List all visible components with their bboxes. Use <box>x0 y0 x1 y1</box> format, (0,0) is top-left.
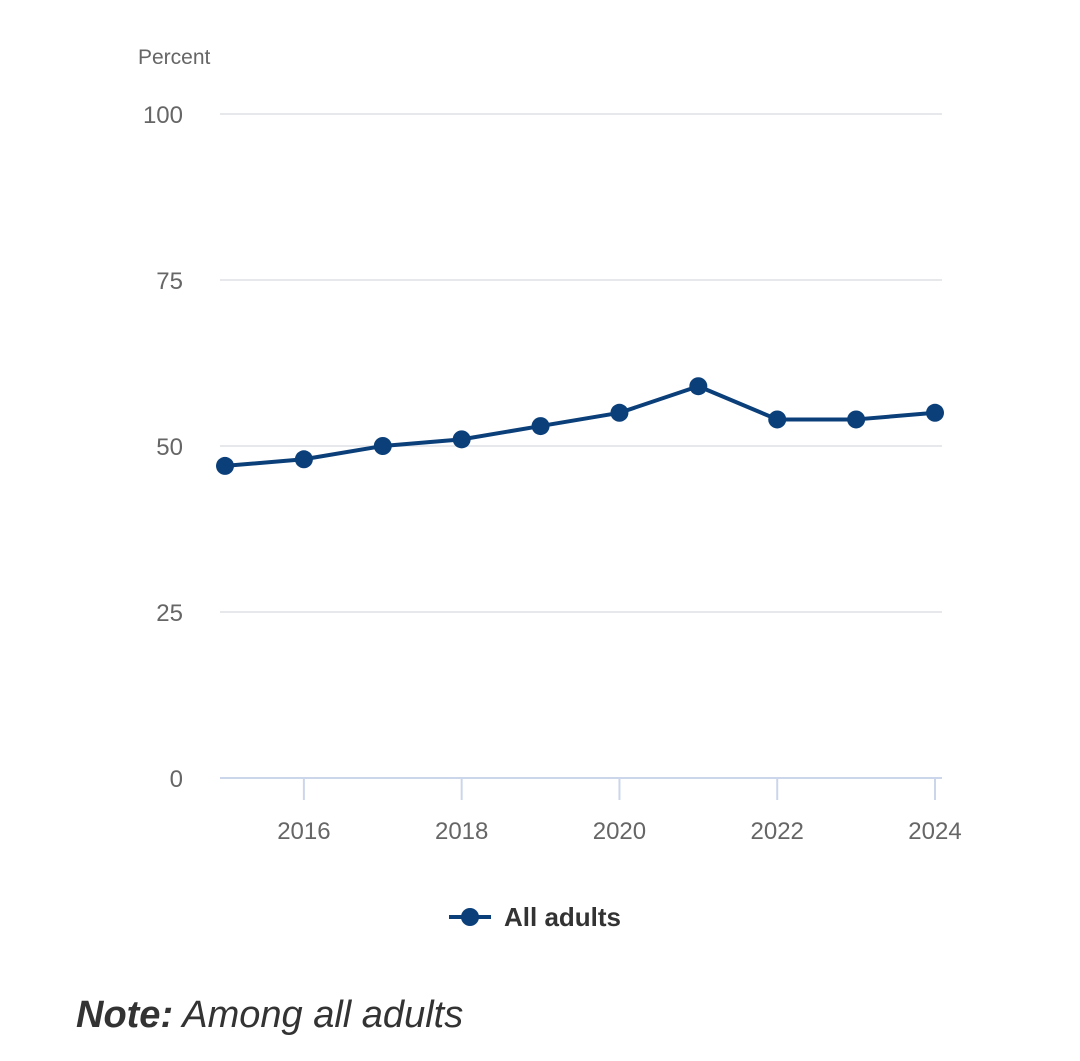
note-label: Note: <box>76 994 174 1036</box>
data-point-2022[interactable] <box>768 410 787 429</box>
x-tick-label-2018: 2018 <box>435 818 488 845</box>
legend-dot-marker <box>461 908 479 926</box>
data-point-2024[interactable] <box>926 403 944 422</box>
legend-label-all-adults: All adults <box>504 902 621 932</box>
data-point-2023[interactable] <box>847 410 866 429</box>
x-tick-label-2020: 2020 <box>593 818 646 845</box>
data-point-2020[interactable] <box>610 403 629 422</box>
data-point-2021[interactable] <box>689 377 708 396</box>
data-point-2016[interactable] <box>294 450 313 469</box>
y-tick-labels: 0 25 50 75 100 <box>143 102 183 793</box>
series-line-0 <box>223 384 937 468</box>
x-tick-label-2024: 2024 <box>908 818 961 845</box>
data-point-2015[interactable] <box>216 456 234 475</box>
chart-note: Note: Among all adults <box>76 994 463 1037</box>
y-tick-label-0: 0 <box>170 766 183 793</box>
x-tick-label-2022: 2022 <box>751 818 804 845</box>
y-gridlines <box>220 113 942 613</box>
data-point-2018[interactable] <box>452 430 471 449</box>
x-tick-label-2016: 2016 <box>277 818 330 845</box>
legend[interactable]: All adults <box>449 902 621 932</box>
series-layer <box>216 377 944 475</box>
y-axis-title: Percent <box>138 46 211 69</box>
y-tick-label-25: 25 <box>156 600 183 627</box>
x-axis: 2016 2018 2020 2022 2024 <box>220 777 962 845</box>
y-tick-label-75: 75 <box>156 268 183 295</box>
y-tick-label-50: 50 <box>156 434 183 461</box>
note-text: Among all adults <box>182 994 464 1036</box>
data-point-2017[interactable] <box>373 437 392 455</box>
data-point-2019[interactable] <box>531 417 550 436</box>
y-tick-label-100: 100 <box>143 102 183 129</box>
